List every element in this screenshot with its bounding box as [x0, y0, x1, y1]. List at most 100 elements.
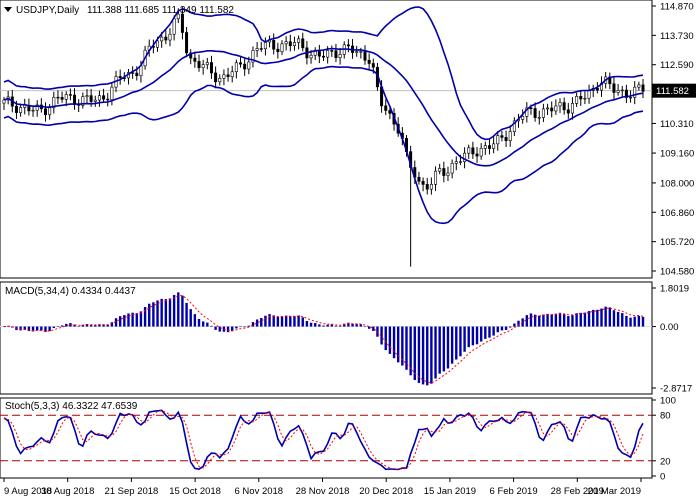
macd-bar	[517, 320, 520, 327]
candle-body	[529, 107, 533, 110]
candle-body	[326, 50, 330, 58]
macd-bar	[235, 326, 238, 329]
macd-bar	[218, 326, 221, 332]
macd-bar	[305, 320, 309, 327]
macd-bar	[293, 316, 296, 327]
candle-body	[68, 94, 72, 96]
macd-bar	[550, 314, 553, 327]
macd-bar	[143, 307, 147, 327]
candle-body	[35, 104, 39, 111]
candle-body	[251, 50, 255, 63]
candle-body	[434, 170, 438, 185]
candle-body	[321, 55, 325, 58]
candle-body	[487, 145, 491, 149]
price-axis-label: 110.310	[660, 119, 694, 130]
current-price-tag	[652, 83, 696, 98]
macd-bar	[355, 324, 358, 327]
candle-body	[504, 137, 508, 141]
candle-body	[164, 36, 168, 41]
candle-body	[558, 102, 562, 107]
candle-body	[550, 107, 554, 112]
macd-bar	[168, 298, 172, 327]
candle-body	[160, 36, 164, 42]
collapse-triangle-icon[interactable]	[4, 7, 12, 12]
macd-bar	[172, 295, 176, 327]
candle-body	[288, 41, 292, 47]
macd-bar	[73, 324, 76, 327]
candle-body	[218, 78, 222, 83]
candle-body	[247, 61, 251, 70]
candle-body	[85, 95, 89, 97]
x-axis-label: 28 Feb 2019	[551, 486, 604, 497]
macd-bar	[280, 316, 284, 327]
candle-body	[446, 172, 450, 176]
candle-body	[583, 97, 587, 100]
macd-bar	[471, 326, 475, 346]
stoch-signal-line	[3, 410, 644, 470]
macd-bar	[401, 326, 404, 366]
price-axis-label: 104.580	[660, 267, 694, 278]
macd-bar	[110, 322, 114, 327]
macd-bar	[500, 326, 504, 331]
candle-body	[471, 147, 475, 155]
macd-bar	[239, 326, 242, 328]
macd-bar	[417, 326, 421, 383]
candle-body	[176, 13, 180, 20]
candle-body	[612, 83, 616, 93]
macd-bar	[450, 326, 454, 364]
macd-bar	[587, 311, 591, 327]
price-axis-label: 105.720	[660, 237, 694, 248]
candle-body	[193, 57, 197, 62]
candle-body	[624, 89, 628, 98]
candle-body	[234, 62, 238, 73]
macd-bar	[297, 315, 300, 327]
macd-bar	[608, 307, 612, 327]
candle-body	[313, 51, 317, 56]
candle-body	[579, 96, 583, 100]
candle-body	[425, 184, 429, 190]
candle-body	[168, 33, 172, 41]
macd-bar	[44, 326, 47, 332]
candle-body	[172, 18, 176, 35]
macd-bar	[438, 326, 441, 374]
macd-bar	[260, 318, 263, 327]
candle-body	[272, 39, 276, 50]
price-axis-label: 109.160	[660, 149, 694, 160]
macd-bar	[231, 326, 234, 332]
candle-body	[156, 40, 160, 48]
macd-bar	[392, 326, 396, 359]
macd-bar	[592, 309, 595, 327]
candle-body	[292, 42, 296, 47]
macd-bar	[106, 324, 109, 327]
candle-body	[185, 32, 189, 54]
candle-body	[367, 59, 371, 64]
macd-bar	[612, 310, 616, 327]
macd-bar	[529, 313, 533, 327]
candle-body	[384, 105, 388, 111]
x-axis-label: 21 Sep 2018	[104, 486, 158, 497]
macd-bar	[156, 300, 159, 327]
macd-bar	[201, 321, 205, 327]
candle-body	[371, 63, 375, 68]
x-axis-label: 20 Mar 2019	[588, 486, 641, 497]
macd-bar	[430, 326, 433, 384]
macd-axis-label: 0.00	[660, 322, 679, 333]
macd-bar	[463, 326, 466, 352]
candle-body	[554, 105, 558, 112]
x-axis-label: 20 Dec 2018	[359, 486, 413, 497]
candle-body	[48, 107, 52, 116]
macd-bar	[102, 324, 105, 327]
stoch-label: Stoch(5,3,3) 46.3322 47.6539	[5, 401, 138, 412]
candle-body	[512, 120, 516, 132]
axis-layer: 114.870113.730112.590111.450110.310109.1…	[3, 2, 696, 497]
macd-bar	[583, 312, 587, 327]
macd-bar	[459, 326, 462, 357]
macd-bar	[94, 325, 97, 327]
candle-body	[467, 147, 471, 154]
macd-bar	[492, 326, 495, 336]
macd-bar	[276, 316, 280, 327]
candle-body	[110, 86, 114, 100]
macd-bar	[567, 316, 570, 327]
macd-bar	[388, 326, 392, 354]
macd-bar	[421, 326, 425, 385]
